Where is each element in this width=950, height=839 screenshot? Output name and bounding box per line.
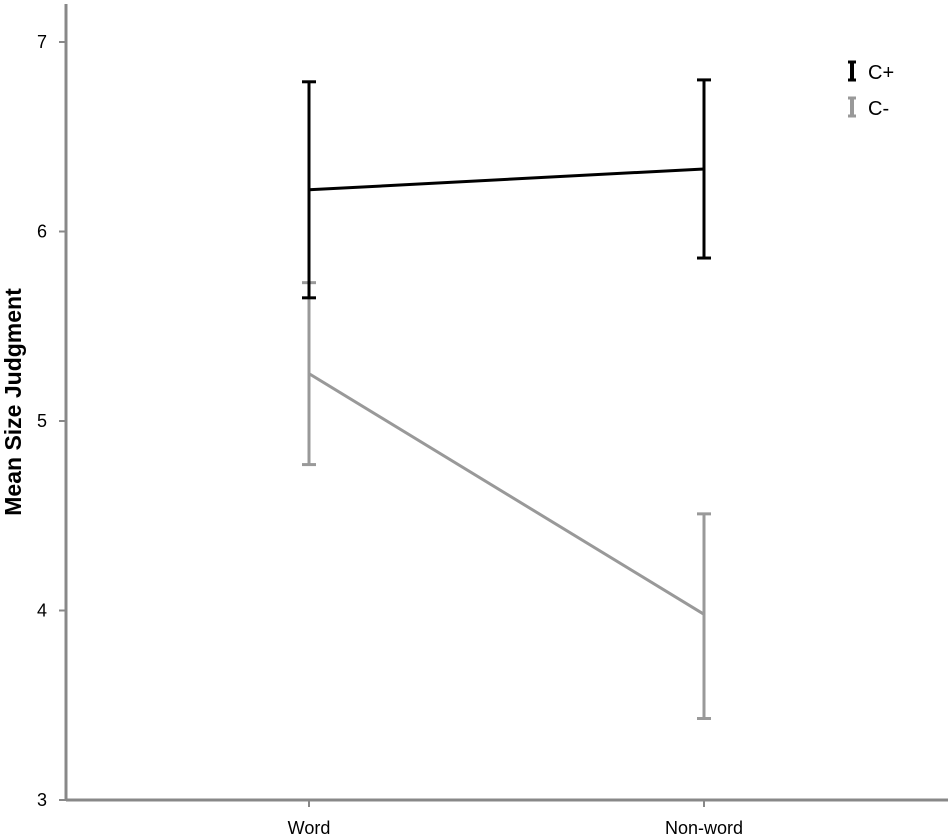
series-line — [308, 372, 705, 616]
legend-item: C- — [848, 96, 889, 120]
y-tick-label: 3 — [37, 790, 47, 810]
y-tick-label: 4 — [37, 601, 47, 621]
series-c-plus — [302, 78, 711, 300]
y-tick-label: 5 — [37, 411, 47, 431]
legend-item: C+ — [848, 60, 894, 84]
y-tick-label: 6 — [37, 222, 47, 242]
y-axis-title: Mean Size Judgment — [0, 288, 26, 516]
series-line — [308, 167, 705, 192]
legend: C+ C- — [848, 60, 894, 120]
x-tick-label: Word — [288, 818, 331, 838]
x-tick-label: Non-word — [665, 818, 743, 838]
axes — [64, 4, 948, 802]
legend-label: C- — [868, 98, 889, 120]
series — [302, 78, 711, 721]
y-tick-label: 7 — [37, 32, 47, 52]
legend-label: C+ — [868, 62, 894, 84]
series-c-minus — [302, 281, 711, 721]
ticks: 3 4 5 6 7 Word Non-word — [37, 32, 743, 838]
